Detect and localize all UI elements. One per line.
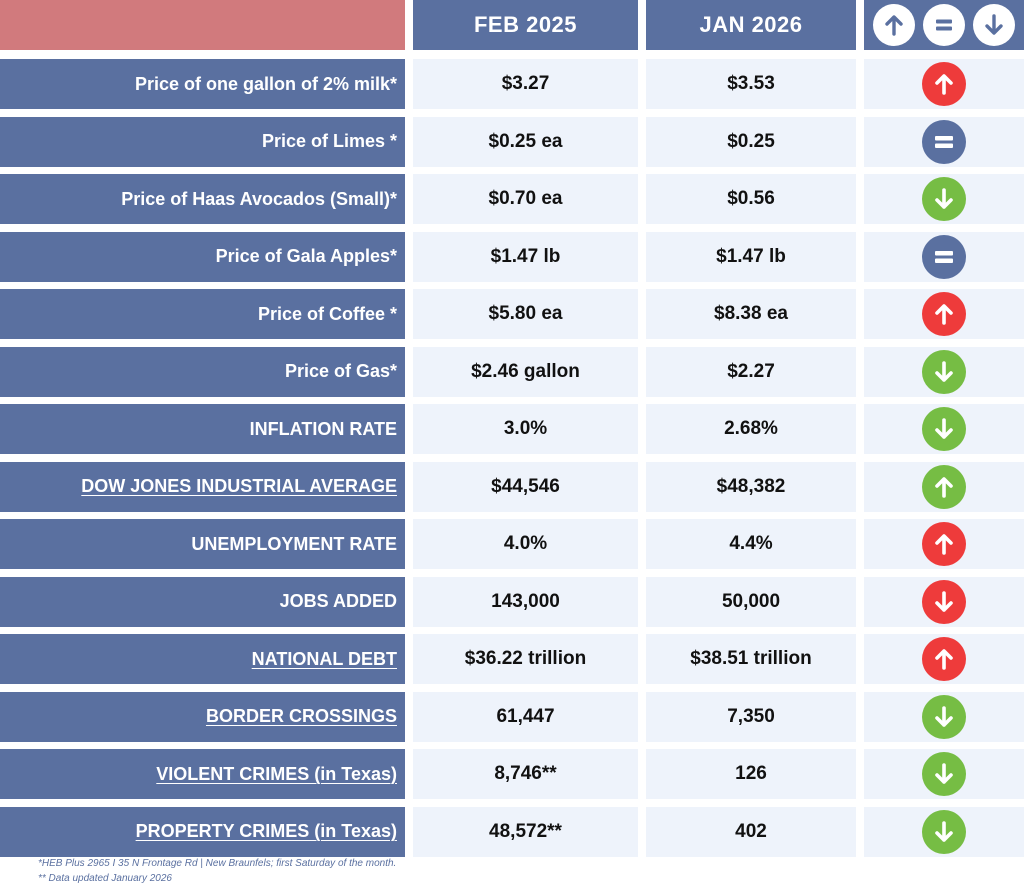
trend-indicator	[864, 59, 1024, 109]
up-arrow-icon	[873, 4, 915, 46]
feb-2025-value: 8,746**	[413, 749, 638, 799]
down-arrow-icon	[922, 694, 966, 739]
down-arrow-icon	[973, 4, 1015, 46]
trend-indicator	[864, 116, 1024, 167]
feb-2025-value: $1.47 lb	[413, 231, 638, 282]
table-row: Price of Gas* $2.46 gallon $2.27	[0, 346, 1024, 397]
table-row: Price of Gala Apples* $1.47 lb $1.47 lb	[0, 231, 1024, 282]
jan-2026-value: 2.68%	[646, 404, 856, 454]
down-arrow-icon	[922, 809, 966, 854]
jan-2026-value: $48,382	[646, 461, 856, 512]
table-row: INFLATION RATE 3.0% 2.68%	[0, 404, 1024, 454]
equal-icon	[922, 234, 966, 279]
feb-2025-value: 4.0%	[413, 519, 638, 569]
row-label: Price of one gallon of 2% milk*	[0, 59, 405, 109]
trend-indicator	[864, 691, 1024, 742]
row-label: JOBS ADDED	[0, 576, 405, 627]
footnote-1: *HEB Plus 2965 I 35 N Frontage Rd | New …	[38, 858, 397, 869]
row-label[interactable]: PROPERTY CRIMES (in Texas)	[0, 806, 405, 857]
row-label[interactable]: VIOLENT CRIMES (in Texas)	[0, 749, 405, 799]
feb-2025-value: 143,000	[413, 576, 638, 627]
feb-2025-value: 61,447	[413, 691, 638, 742]
down-arrow-icon	[922, 177, 966, 221]
table-row: DOW JONES INDUSTRIAL AVERAGE $44,546 $48,3…	[0, 461, 1024, 512]
trend-indicator	[864, 289, 1024, 339]
table-row: Price of Coffee * $5.80 ea $8.38 ea	[0, 289, 1024, 339]
header-corner	[0, 0, 405, 50]
trend-indicator	[864, 806, 1024, 857]
row-label[interactable]: DOW JONES INDUSTRIAL AVERAGE	[0, 461, 405, 512]
trend-indicator	[864, 519, 1024, 569]
footnote-2: ** Data updated January 2026	[38, 873, 172, 884]
jan-2026-value: $2.27	[646, 346, 856, 397]
feb-2025-value: $44,546	[413, 461, 638, 512]
trend-indicator	[864, 576, 1024, 627]
row-label: UNEMPLOYMENT RATE	[0, 519, 405, 569]
jan-2026-value: $1.47 lb	[646, 231, 856, 282]
row-label: Price of Gala Apples*	[0, 231, 405, 282]
row-label: INFLATION RATE	[0, 404, 405, 454]
row-label[interactable]: NATIONAL DEBT	[0, 634, 405, 684]
jan-2026-value: $8.38 ea	[646, 289, 856, 339]
feb-2025-value: $0.25 ea	[413, 116, 638, 167]
row-label: Price of Gas*	[0, 346, 405, 397]
jan-2026-value: 402	[646, 806, 856, 857]
trend-indicator	[864, 404, 1024, 454]
jan-2026-value: 7,350	[646, 691, 856, 742]
jan-2026-value: 126	[646, 749, 856, 799]
jan-2026-value: $38.51 trillion	[646, 634, 856, 684]
feb-2025-value: 48,572**	[413, 806, 638, 857]
feb-2025-value: $3.27	[413, 59, 638, 109]
feb-2025-value: 3.0%	[413, 404, 638, 454]
feb-2025-value: $36.22 trillion	[413, 634, 638, 684]
up-arrow-icon	[922, 292, 966, 336]
trend-indicator	[864, 749, 1024, 799]
trend-indicator	[864, 231, 1024, 282]
table-row: NATIONAL DEBT $36.22 trillion $38.51 trill…	[0, 634, 1024, 684]
jan-2026-value: 50,000	[646, 576, 856, 627]
down-arrow-icon	[922, 752, 966, 796]
trend-indicator	[864, 634, 1024, 684]
table-row: Price of Haas Avocados (Small)* $0.70 ea $…	[0, 174, 1024, 224]
table-row: PROPERTY CRIMES (in Texas) 48,572** 402	[0, 806, 1024, 857]
trend-indicator	[864, 461, 1024, 512]
down-arrow-icon	[922, 407, 966, 451]
header-feb-2025: FEB 2025	[413, 0, 638, 50]
down-arrow-icon	[922, 579, 966, 624]
table-header: FEB 2025 JAN 2026	[0, 0, 1024, 50]
jan-2026-value: $0.25	[646, 116, 856, 167]
table-row: UNEMPLOYMENT RATE 4.0% 4.4%	[0, 519, 1024, 569]
table-row: VIOLENT CRIMES (in Texas) 8,746** 126	[0, 749, 1024, 799]
jan-2026-value: 4.4%	[646, 519, 856, 569]
header-jan-2026: JAN 2026	[646, 0, 856, 50]
jan-2026-value: $0.56	[646, 174, 856, 224]
equal-icon	[923, 4, 965, 46]
table-row: JOBS ADDED 143,000 50,000	[0, 576, 1024, 627]
row-label[interactable]: BORDER CROSSINGS	[0, 691, 405, 742]
up-arrow-icon	[922, 464, 966, 509]
up-arrow-icon	[922, 637, 966, 681]
equal-icon	[922, 119, 966, 164]
footnotes: *HEB Plus 2965 I 35 N Frontage Rd | New …	[38, 856, 396, 886]
trend-indicator	[864, 174, 1024, 224]
down-arrow-icon	[922, 349, 966, 394]
trend-indicator	[864, 346, 1024, 397]
feb-2025-value: $2.46 gallon	[413, 346, 638, 397]
header-legend	[864, 0, 1024, 50]
row-label: Price of Coffee *	[0, 289, 405, 339]
feb-2025-value: $0.70 ea	[413, 174, 638, 224]
row-label: Price of Haas Avocados (Small)*	[0, 174, 405, 224]
row-label: Price of Limes *	[0, 116, 405, 167]
table-row: Price of Limes * $0.25 ea $0.25	[0, 116, 1024, 167]
jan-2026-value: $3.53	[646, 59, 856, 109]
up-arrow-icon	[922, 522, 966, 566]
table-row: Price of one gallon of 2% milk* $3.27 $3.5…	[0, 59, 1024, 109]
table-row: BORDER CROSSINGS 61,447 7,350	[0, 691, 1024, 742]
up-arrow-icon	[922, 62, 966, 106]
feb-2025-value: $5.80 ea	[413, 289, 638, 339]
